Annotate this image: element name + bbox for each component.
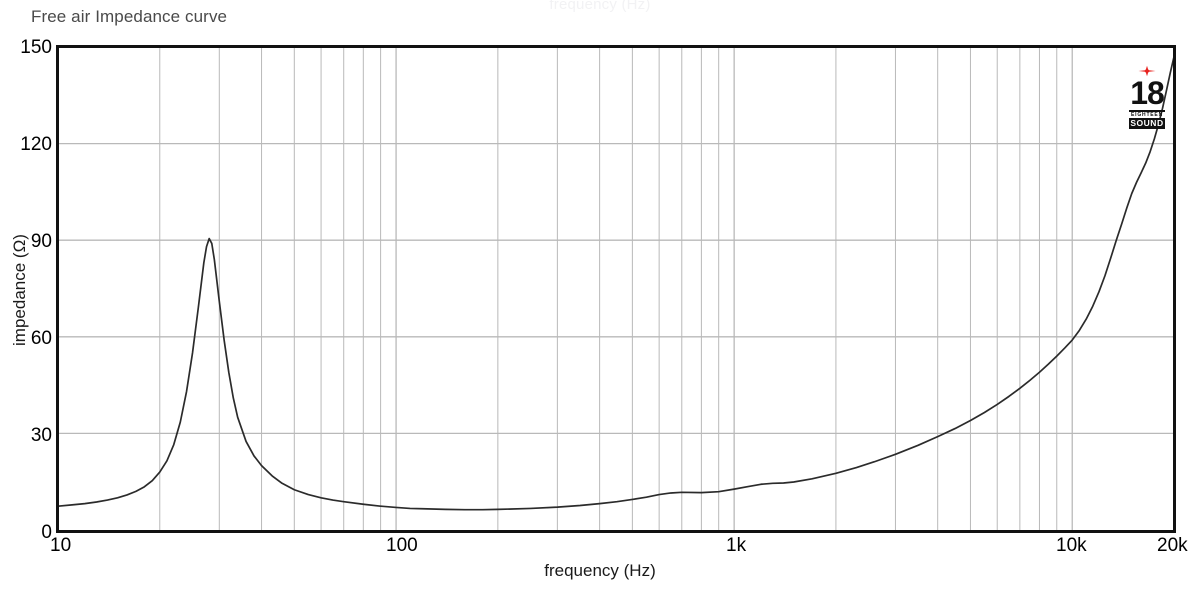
y-tick-120: 120 — [20, 134, 52, 155]
x-tick-1k: 1k — [726, 535, 747, 556]
y-axis-ticks: 150 120 90 60 30 0 — [0, 0, 52, 589]
x-tick-10: 10 — [50, 535, 72, 556]
y-tick-60: 60 — [30, 328, 52, 349]
x-axis-label: frequency (Hz) — [544, 561, 656, 580]
chart-title: Free air Impedance curve — [31, 7, 228, 26]
logo-sound-text: SOUND — [1129, 118, 1165, 129]
y-tick-30: 30 — [30, 425, 52, 446]
x-tick-20k: 20k — [1157, 535, 1188, 556]
plot-frame — [56, 45, 1176, 533]
cropped-top-label: frequency (Hz) — [549, 0, 651, 13]
logo-number: 18 — [1130, 75, 1165, 111]
y-tick-150: 150 — [20, 37, 52, 58]
eighteen-sound-logo: 18 EIGHTEEN SOUND — [1125, 63, 1169, 129]
x-tick-10k: 10k — [1056, 535, 1087, 556]
gridlines — [58, 47, 1174, 530]
logo-eighteen-text: EIGHTEEN — [1131, 112, 1163, 118]
star-icon — [1138, 65, 1156, 77]
y-tick-0: 0 — [41, 522, 52, 543]
logo-divider — [1129, 110, 1165, 112]
impedance-curve — [57, 55, 1175, 511]
x-tick-100: 100 — [386, 535, 418, 556]
y-tick-90: 90 — [30, 231, 52, 252]
